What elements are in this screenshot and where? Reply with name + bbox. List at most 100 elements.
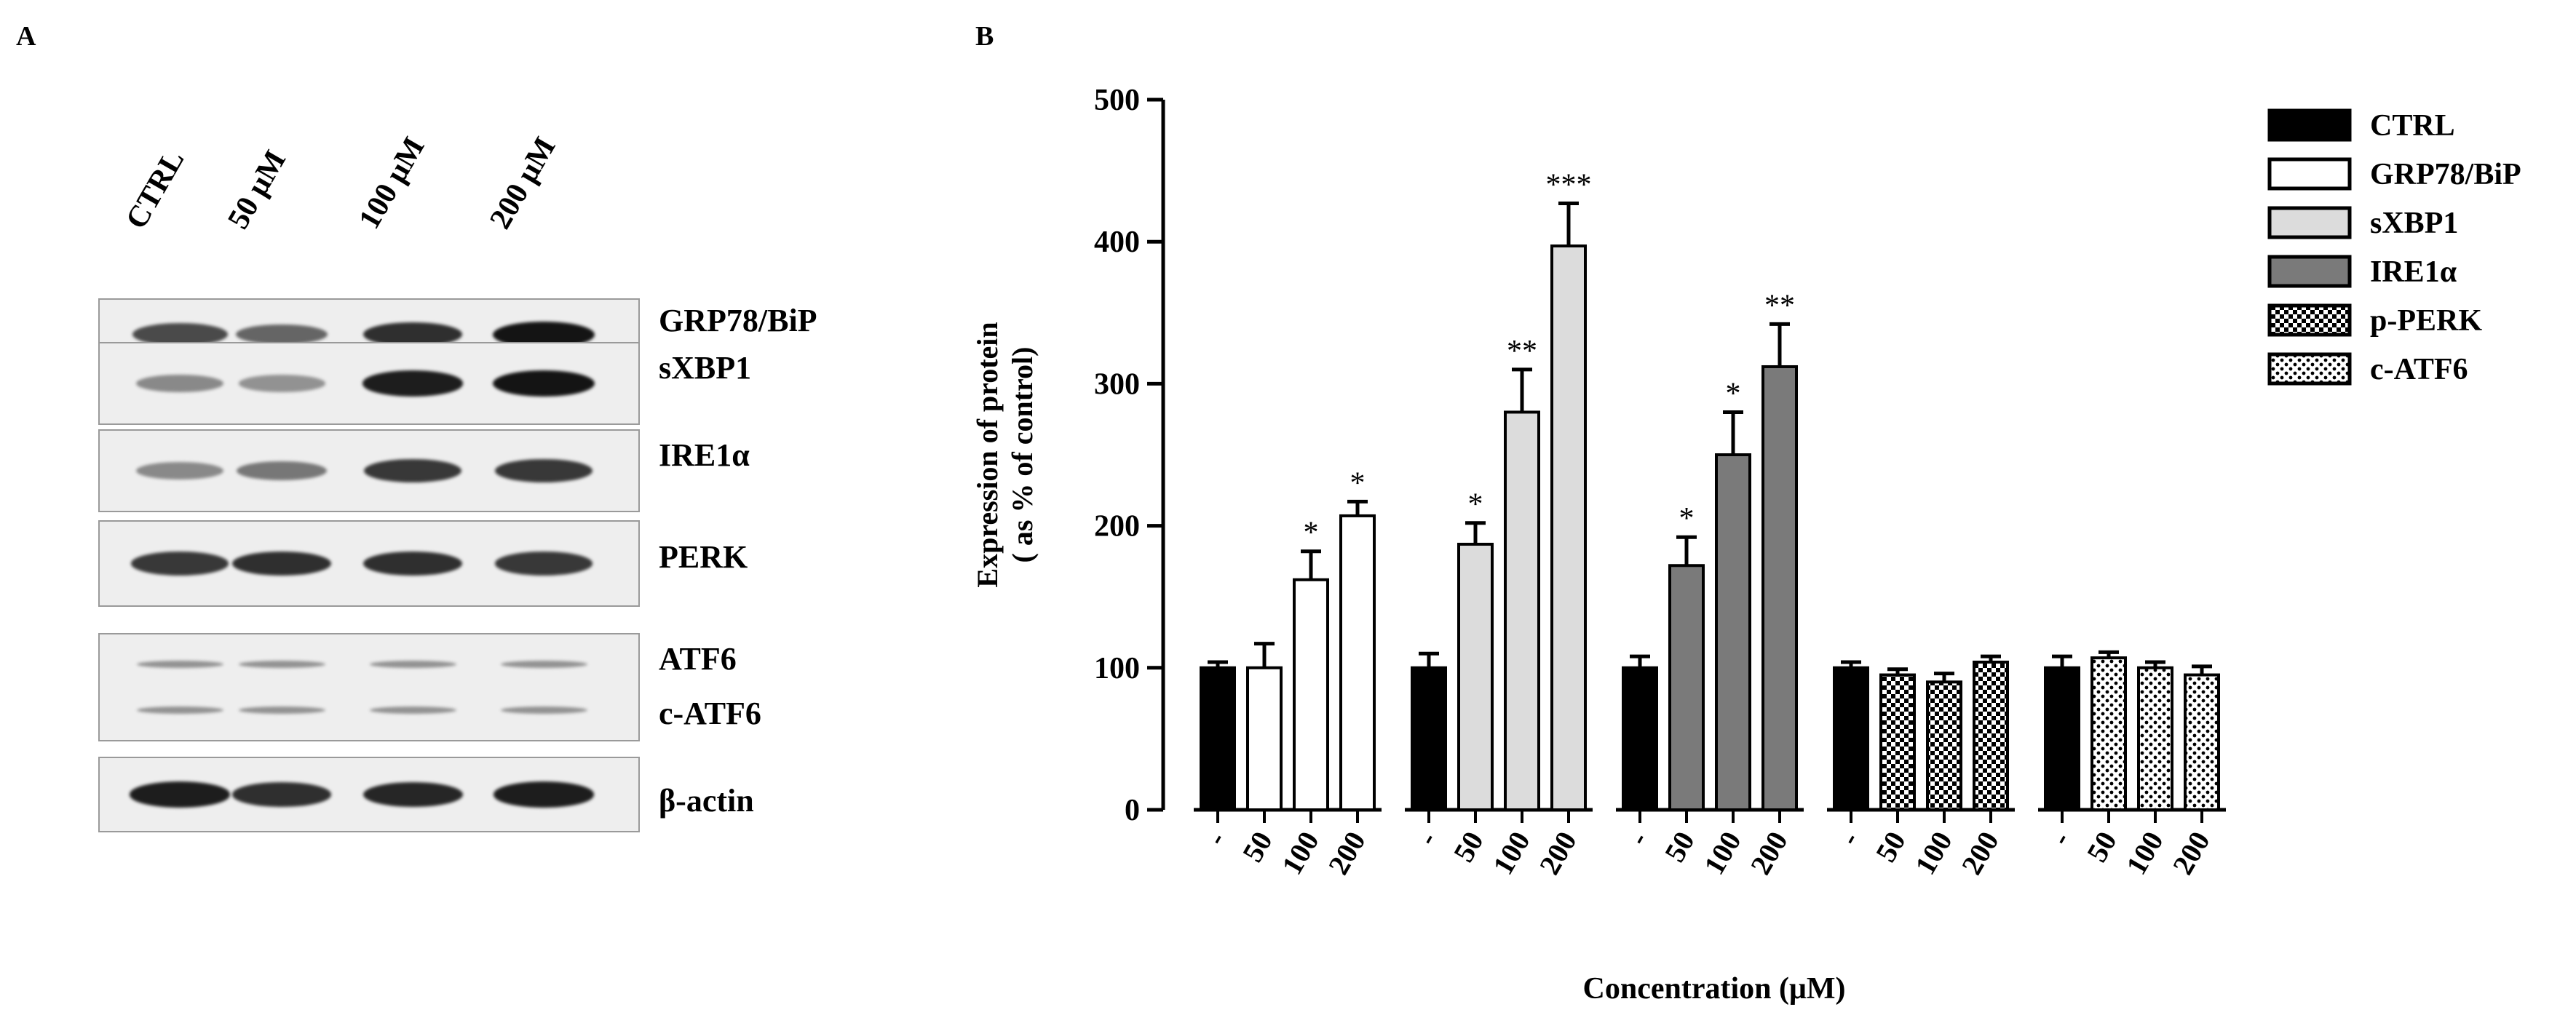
blot-band	[500, 706, 587, 715]
legend-label: c-ATF6	[2370, 353, 2468, 386]
x-tick-label: 200	[2166, 826, 2216, 880]
x-tick-label: 200	[1744, 826, 1794, 880]
bar	[1293, 578, 1329, 811]
legend-swatch	[2267, 255, 2352, 288]
blot-band	[136, 706, 223, 715]
legend-label: p-PERK	[2370, 304, 2482, 338]
bar	[1504, 410, 1540, 811]
blot-label: ATF6	[659, 641, 737, 677]
significance-mark: *	[1304, 517, 1319, 550]
significance-mark: *	[1679, 502, 1695, 536]
panel-a-label: A	[16, 21, 36, 52]
blot-label: GRP78/BiP	[659, 303, 817, 338]
x-tick-label: 50	[1236, 826, 1279, 867]
blot-band	[237, 461, 327, 481]
x-tick-label: -	[1199, 826, 1232, 851]
blot-band	[362, 781, 463, 808]
legend-label: GRP78/BiP	[2370, 158, 2521, 191]
legend-swatch	[2267, 108, 2352, 142]
y-axis-label: Expression of protein	[971, 322, 1004, 587]
x-tick-label: 50	[1869, 826, 1912, 867]
x-axis-label: Concentration (μM)	[1583, 972, 1846, 1006]
significance-mark: *	[1350, 466, 1366, 500]
significance-mark: *	[1468, 488, 1483, 522]
bar	[1339, 514, 1376, 811]
bar	[1246, 666, 1283, 811]
bar	[1200, 666, 1236, 811]
x-tick-label: -	[1832, 826, 1866, 851]
bar	[1973, 660, 2009, 811]
x-tick-label: 200	[1533, 826, 1583, 880]
blot-band	[132, 323, 228, 346]
blot-strip	[98, 342, 640, 425]
blot-band	[129, 781, 231, 808]
significance-mark: **	[1507, 335, 1537, 368]
legend-swatch	[2267, 157, 2352, 191]
x-tick-label: -	[2043, 826, 2077, 851]
blot-label: IRE1α	[659, 437, 750, 473]
blot-band	[364, 458, 461, 483]
bar	[1457, 542, 1494, 811]
blot-band	[135, 374, 224, 393]
y-tick-label: 200	[1094, 510, 1140, 544]
blot-band	[135, 461, 224, 480]
blot-band	[369, 706, 456, 715]
x-tick-label: 100	[1275, 826, 1325, 880]
blot-band	[238, 706, 325, 715]
x-tick-label: 50	[1658, 826, 1701, 867]
blot-band	[131, 552, 229, 576]
bar	[2090, 656, 2127, 811]
blot-strip	[98, 757, 640, 832]
panel-b-label: B	[975, 21, 994, 52]
blot-band	[232, 782, 331, 807]
blot-strip	[98, 520, 640, 607]
x-tick-label: 100	[2120, 826, 2170, 880]
y-tick-label: 500	[1094, 84, 1140, 117]
bar	[1879, 673, 1916, 811]
x-tick-label: 100	[1486, 826, 1537, 880]
blot-band	[369, 660, 456, 668]
bar	[2137, 666, 2173, 811]
bar	[1761, 365, 1798, 811]
blot-strip	[98, 429, 640, 512]
x-tick-label: 200	[1955, 826, 2005, 880]
x-tick-label: 200	[1322, 826, 1372, 880]
blot-label: PERK	[659, 539, 748, 575]
blot-band	[493, 370, 595, 397]
blot-band	[232, 551, 331, 576]
significance-mark: *	[1726, 377, 1741, 410]
blot-band	[363, 551, 462, 576]
blot-label: β-actin	[659, 783, 754, 819]
significance-mark: ***	[1546, 168, 1592, 202]
y-tick-label: 400	[1094, 226, 1140, 259]
blot-band	[235, 324, 328, 345]
bar	[1411, 666, 1447, 811]
blot-band	[238, 660, 325, 668]
bar	[2184, 673, 2220, 811]
bar	[1550, 244, 1587, 811]
bar	[1715, 453, 1751, 811]
legend-swatch	[2267, 352, 2352, 386]
blot-band	[495, 552, 593, 576]
legend-swatch	[2267, 206, 2352, 239]
blot-band	[362, 370, 464, 397]
y-tick-label: 300	[1094, 367, 1140, 401]
blot-label: sXBP1	[659, 350, 752, 386]
blot-band	[238, 375, 325, 392]
x-tick-label: -	[1621, 826, 1654, 851]
bar	[1926, 680, 1962, 811]
bar	[1833, 666, 1869, 811]
legend-label: CTRL	[2370, 109, 2455, 143]
significance-mark: **	[1764, 289, 1795, 322]
x-tick-label: 50	[2080, 826, 2123, 867]
legend-swatch	[2267, 303, 2352, 337]
x-tick-label: -	[1410, 826, 1443, 851]
blot-strip	[98, 633, 640, 741]
legend-label: sXBP1	[2370, 207, 2458, 240]
blot-band	[500, 660, 587, 668]
bar	[1668, 564, 1705, 811]
legend-label: IRE1α	[2370, 255, 2457, 289]
y-tick-label: 0	[1125, 794, 1140, 827]
x-tick-label: 100	[1909, 826, 1959, 880]
